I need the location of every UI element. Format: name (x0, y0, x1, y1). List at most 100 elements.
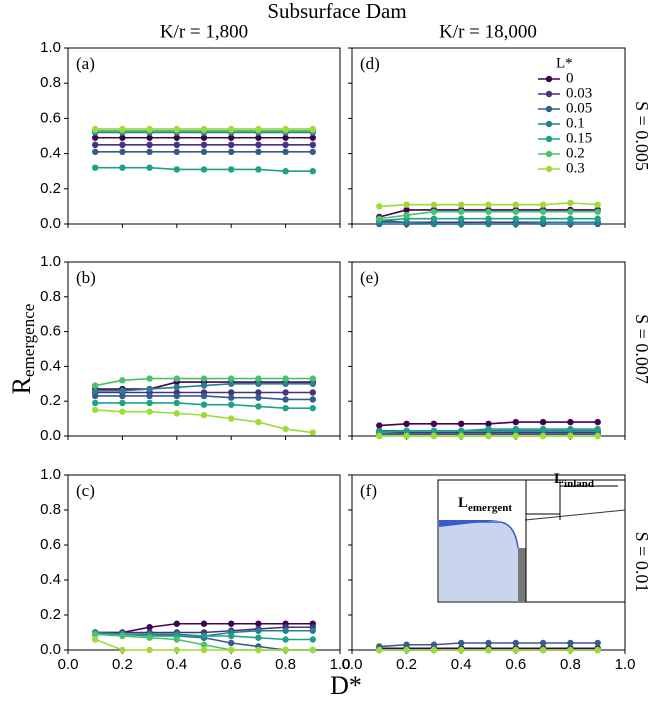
x-tick-label: 0.0 (58, 656, 79, 673)
y-tick-label: 0.4 (40, 357, 61, 374)
data-point (567, 215, 574, 222)
data-point (92, 406, 99, 414)
data-point (376, 203, 383, 210)
data-point (173, 384, 180, 391)
plot-area (67, 47, 341, 225)
data-point (228, 632, 235, 640)
data-point (567, 418, 574, 426)
data-point (430, 641, 438, 648)
x-tick-label: 0.6 (221, 656, 242, 673)
data-point (146, 399, 153, 407)
data-point (309, 404, 316, 412)
data-point (403, 420, 410, 428)
data-point (146, 141, 153, 148)
data-point (200, 134, 208, 141)
data-point (255, 148, 262, 156)
x-tick-label: 1.0 (330, 656, 351, 673)
data-point (458, 201, 465, 208)
data-point (430, 215, 438, 222)
data-point (282, 646, 289, 654)
data-point (255, 375, 262, 382)
data-point (539, 208, 547, 215)
data-point (539, 215, 547, 222)
panel-label: (c) (76, 481, 95, 500)
y-tick-label: 0.4 (40, 145, 61, 162)
data-point (567, 639, 574, 647)
data-point (255, 646, 262, 654)
data-point (146, 392, 153, 400)
data-point (92, 164, 99, 171)
data-point (146, 634, 153, 641)
inset-label-sub: inland (564, 478, 594, 490)
data-point (567, 199, 574, 207)
y-axis-label: Remergence (7, 304, 38, 395)
data-point (512, 425, 519, 433)
data-point (255, 141, 262, 148)
x-tick-label: 0.4 (451, 656, 472, 673)
data-point (309, 627, 316, 634)
data-point (173, 620, 180, 627)
panel-label: (d) (360, 54, 380, 73)
data-point (309, 636, 316, 643)
panel-label: (e) (360, 268, 379, 287)
data-point (146, 646, 153, 654)
x-tick-label: 0.0 (342, 656, 363, 673)
data-point (200, 375, 208, 382)
data-point (146, 375, 153, 382)
data-point (119, 632, 126, 640)
data-point (282, 627, 289, 634)
data-point (146, 134, 153, 141)
y-tick-label: 1.0 (40, 253, 61, 270)
y-tick-label: 0.0 (40, 215, 61, 232)
data-point (119, 392, 126, 400)
data-point (594, 208, 601, 215)
inset-label-main: L (554, 471, 564, 487)
panel-label: (a) (76, 54, 95, 73)
data-point (200, 148, 208, 156)
x-tick-label: 0.4 (166, 656, 187, 673)
y-tick-label: 0.0 (40, 427, 61, 444)
data-point (282, 168, 289, 175)
data-point (228, 639, 235, 647)
data-point (485, 639, 492, 647)
data-point (200, 411, 208, 419)
legend-label: 0.03 (566, 85, 592, 101)
y-tick-label: 0.2 (40, 392, 61, 409)
data-point (539, 646, 547, 654)
data-point (309, 646, 316, 654)
inset: Lemergent Linland (437, 471, 626, 603)
data-point (458, 432, 465, 440)
y-tick-label: 0.2 (40, 180, 61, 197)
y-axis-label-sub: emergence (19, 304, 38, 377)
data-point (458, 427, 465, 434)
data-point (512, 639, 519, 647)
inset-label: Linland (554, 471, 594, 489)
data-point (539, 639, 547, 647)
y-tick-label: 0.2 (40, 606, 61, 623)
data-point (228, 134, 235, 141)
data-point (282, 125, 289, 133)
inset-aquifer (439, 522, 518, 601)
data-point (92, 134, 99, 141)
data-point (200, 401, 208, 408)
data-point (92, 148, 99, 156)
data-point (92, 636, 99, 643)
data-point (403, 641, 410, 648)
data-point (255, 380, 262, 387)
data-point (430, 420, 438, 428)
data-point (309, 375, 316, 382)
data-point (228, 389, 235, 396)
data-point (200, 646, 208, 654)
data-point (173, 392, 180, 400)
data-point (282, 141, 289, 148)
data-point (173, 166, 180, 173)
data-point (146, 164, 153, 171)
data-point (403, 646, 410, 654)
y-tick-label: 0.8 (40, 74, 61, 91)
data-point (200, 382, 208, 389)
x-axis-label: D* (330, 671, 362, 700)
data-point (228, 415, 235, 422)
legend-marker (545, 150, 553, 158)
data-point (119, 134, 126, 141)
data-point (255, 389, 262, 396)
